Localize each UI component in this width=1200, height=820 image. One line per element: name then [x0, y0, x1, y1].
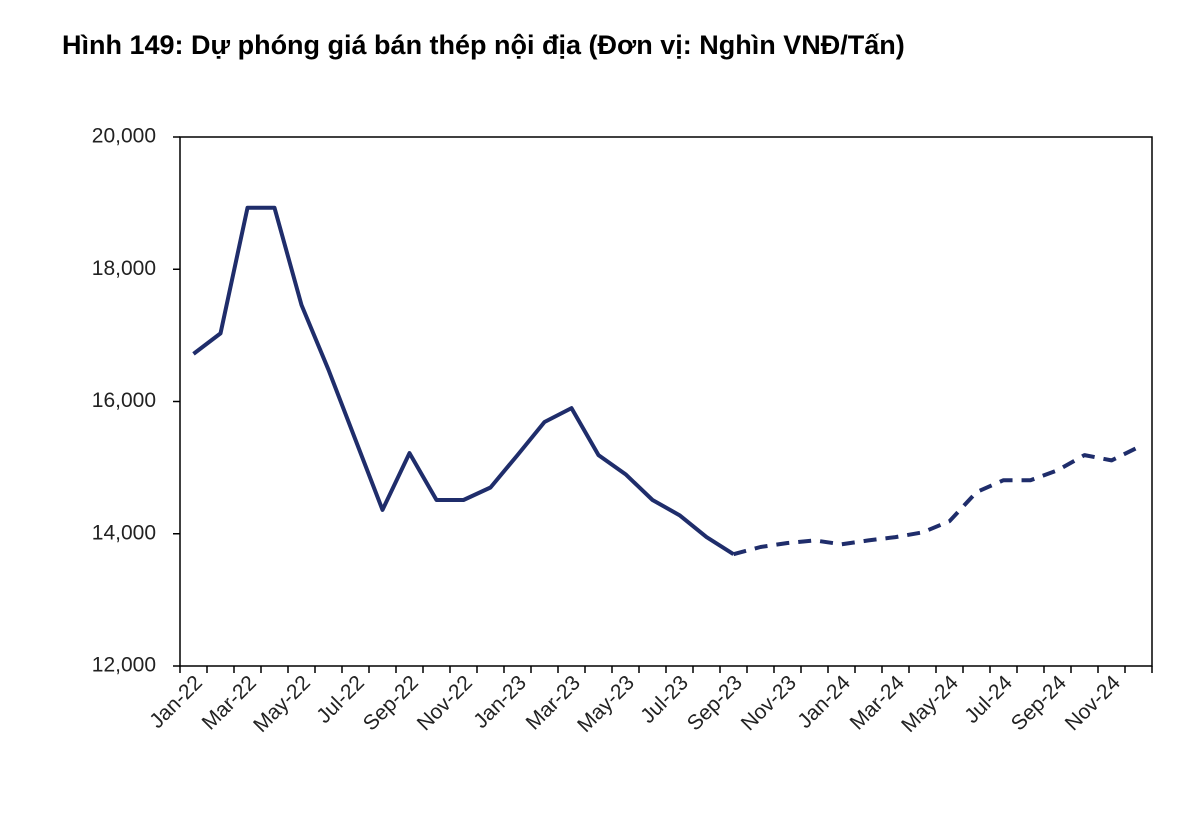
x-tick-label: Nov-24: [1061, 671, 1125, 735]
x-tick-label: Mar-24: [846, 671, 910, 735]
x-tick-label: Mar-23: [522, 671, 585, 734]
x-tick-label: May-22: [249, 671, 315, 737]
y-tick-label: 18,000: [92, 257, 156, 280]
x-tick-label: Sep-24: [1007, 671, 1071, 735]
y-tick-label: 12,000: [92, 654, 156, 677]
x-tick-label: Nov-22: [413, 671, 477, 735]
data-line: [192, 205, 735, 556]
y-tick-label: 20,000: [92, 125, 156, 148]
x-tick-label: Mar-22: [198, 671, 261, 734]
x-tick-label: Jan-24: [793, 671, 855, 733]
x-tick-label: May-23: [573, 671, 639, 737]
plot-frame: [179, 136, 1153, 667]
x-tick-label: Sep-22: [359, 671, 423, 735]
x-tick-label: Jan-22: [145, 671, 207, 733]
y-tick-label: 14,000: [92, 521, 156, 544]
chart-title: Hình 149: Dự phóng giá bán thép nội địa …: [62, 30, 905, 60]
data-line: [732, 445, 1140, 557]
x-tick-label: May-24: [897, 671, 963, 737]
x-tick-label: Sep-23: [683, 671, 747, 735]
x-tick-label: Nov-23: [737, 671, 801, 735]
y-tick-label: 16,000: [92, 389, 156, 412]
x-tick-label: Jan-23: [469, 671, 531, 733]
